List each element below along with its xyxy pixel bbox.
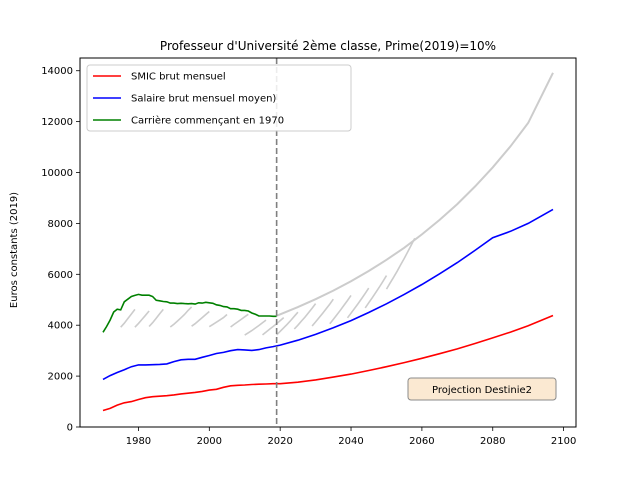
annotation-box: Projection Destinie2 [407,377,557,401]
x-tick-label: 2100 [551,436,576,447]
projection-career-line [230,313,249,328]
projection-career-line [208,313,228,328]
projection-career-line [276,311,299,336]
projection-career-line [346,287,370,319]
projection-career-line [262,316,285,336]
y-axis: 0 2000 4000 6000 8000 10000 12000 14000 [41,66,80,434]
y-tick-label: 0 [67,423,73,434]
x-tick-label: 2020 [267,436,292,447]
projection-career-line [293,303,317,330]
projection-career-line [329,294,352,325]
plot-frame [79,57,577,428]
y-tick-label: 2000 [48,372,73,383]
projection-career-line [191,310,210,327]
legend-item-carriere-label: Carrière commençant en 1970 [131,115,284,127]
projection-envelope-line [276,72,554,317]
annotation-background [407,377,557,401]
x-tick-label: 2040 [338,436,363,447]
projection-career-line [169,306,193,328]
projection-career-line [134,310,150,328]
legend: SMIC brut mensuel Salaire brut mensuel mo… [86,64,352,132]
x-tick-label: 2080 [480,436,505,447]
legend-item-smic-label: SMIC brut mensuel [131,72,226,83]
carriere-line [102,293,277,333]
salaire-line [102,208,554,381]
plot-area [79,57,577,428]
projection-career-line [120,308,136,328]
annotation-text: Projection Destinie2 [432,385,532,396]
y-tick-label: 14000 [41,66,73,77]
y-tick-label: 8000 [48,219,73,230]
x-tick-label: 2000 [197,436,222,447]
projection-career-line [311,298,334,327]
y-tick-label: 4000 [48,321,73,332]
legend-box [86,64,352,132]
chart-title: Professeur d'Université 2ème classe, Pri… [160,39,496,53]
projection-career-line [148,308,164,328]
legend-item-salaire-label: Salaire brut mensuel moyen) [131,94,276,105]
x-tick-label: 2060 [409,436,434,447]
y-tick-label: 10000 [41,168,73,179]
projection-career-line [364,275,388,309]
y-axis-label: Euros constants (2019) [9,192,20,308]
y-tick-label: 12000 [41,117,73,128]
projection-career-line [385,237,416,290]
x-axis: 1980 2000 2020 2040 2060 2080 2100 [126,427,576,447]
projection-career-line [244,319,267,336]
x-tick-label: 1980 [126,436,151,447]
smic-line [102,314,554,412]
y-tick-label: 6000 [48,270,73,281]
